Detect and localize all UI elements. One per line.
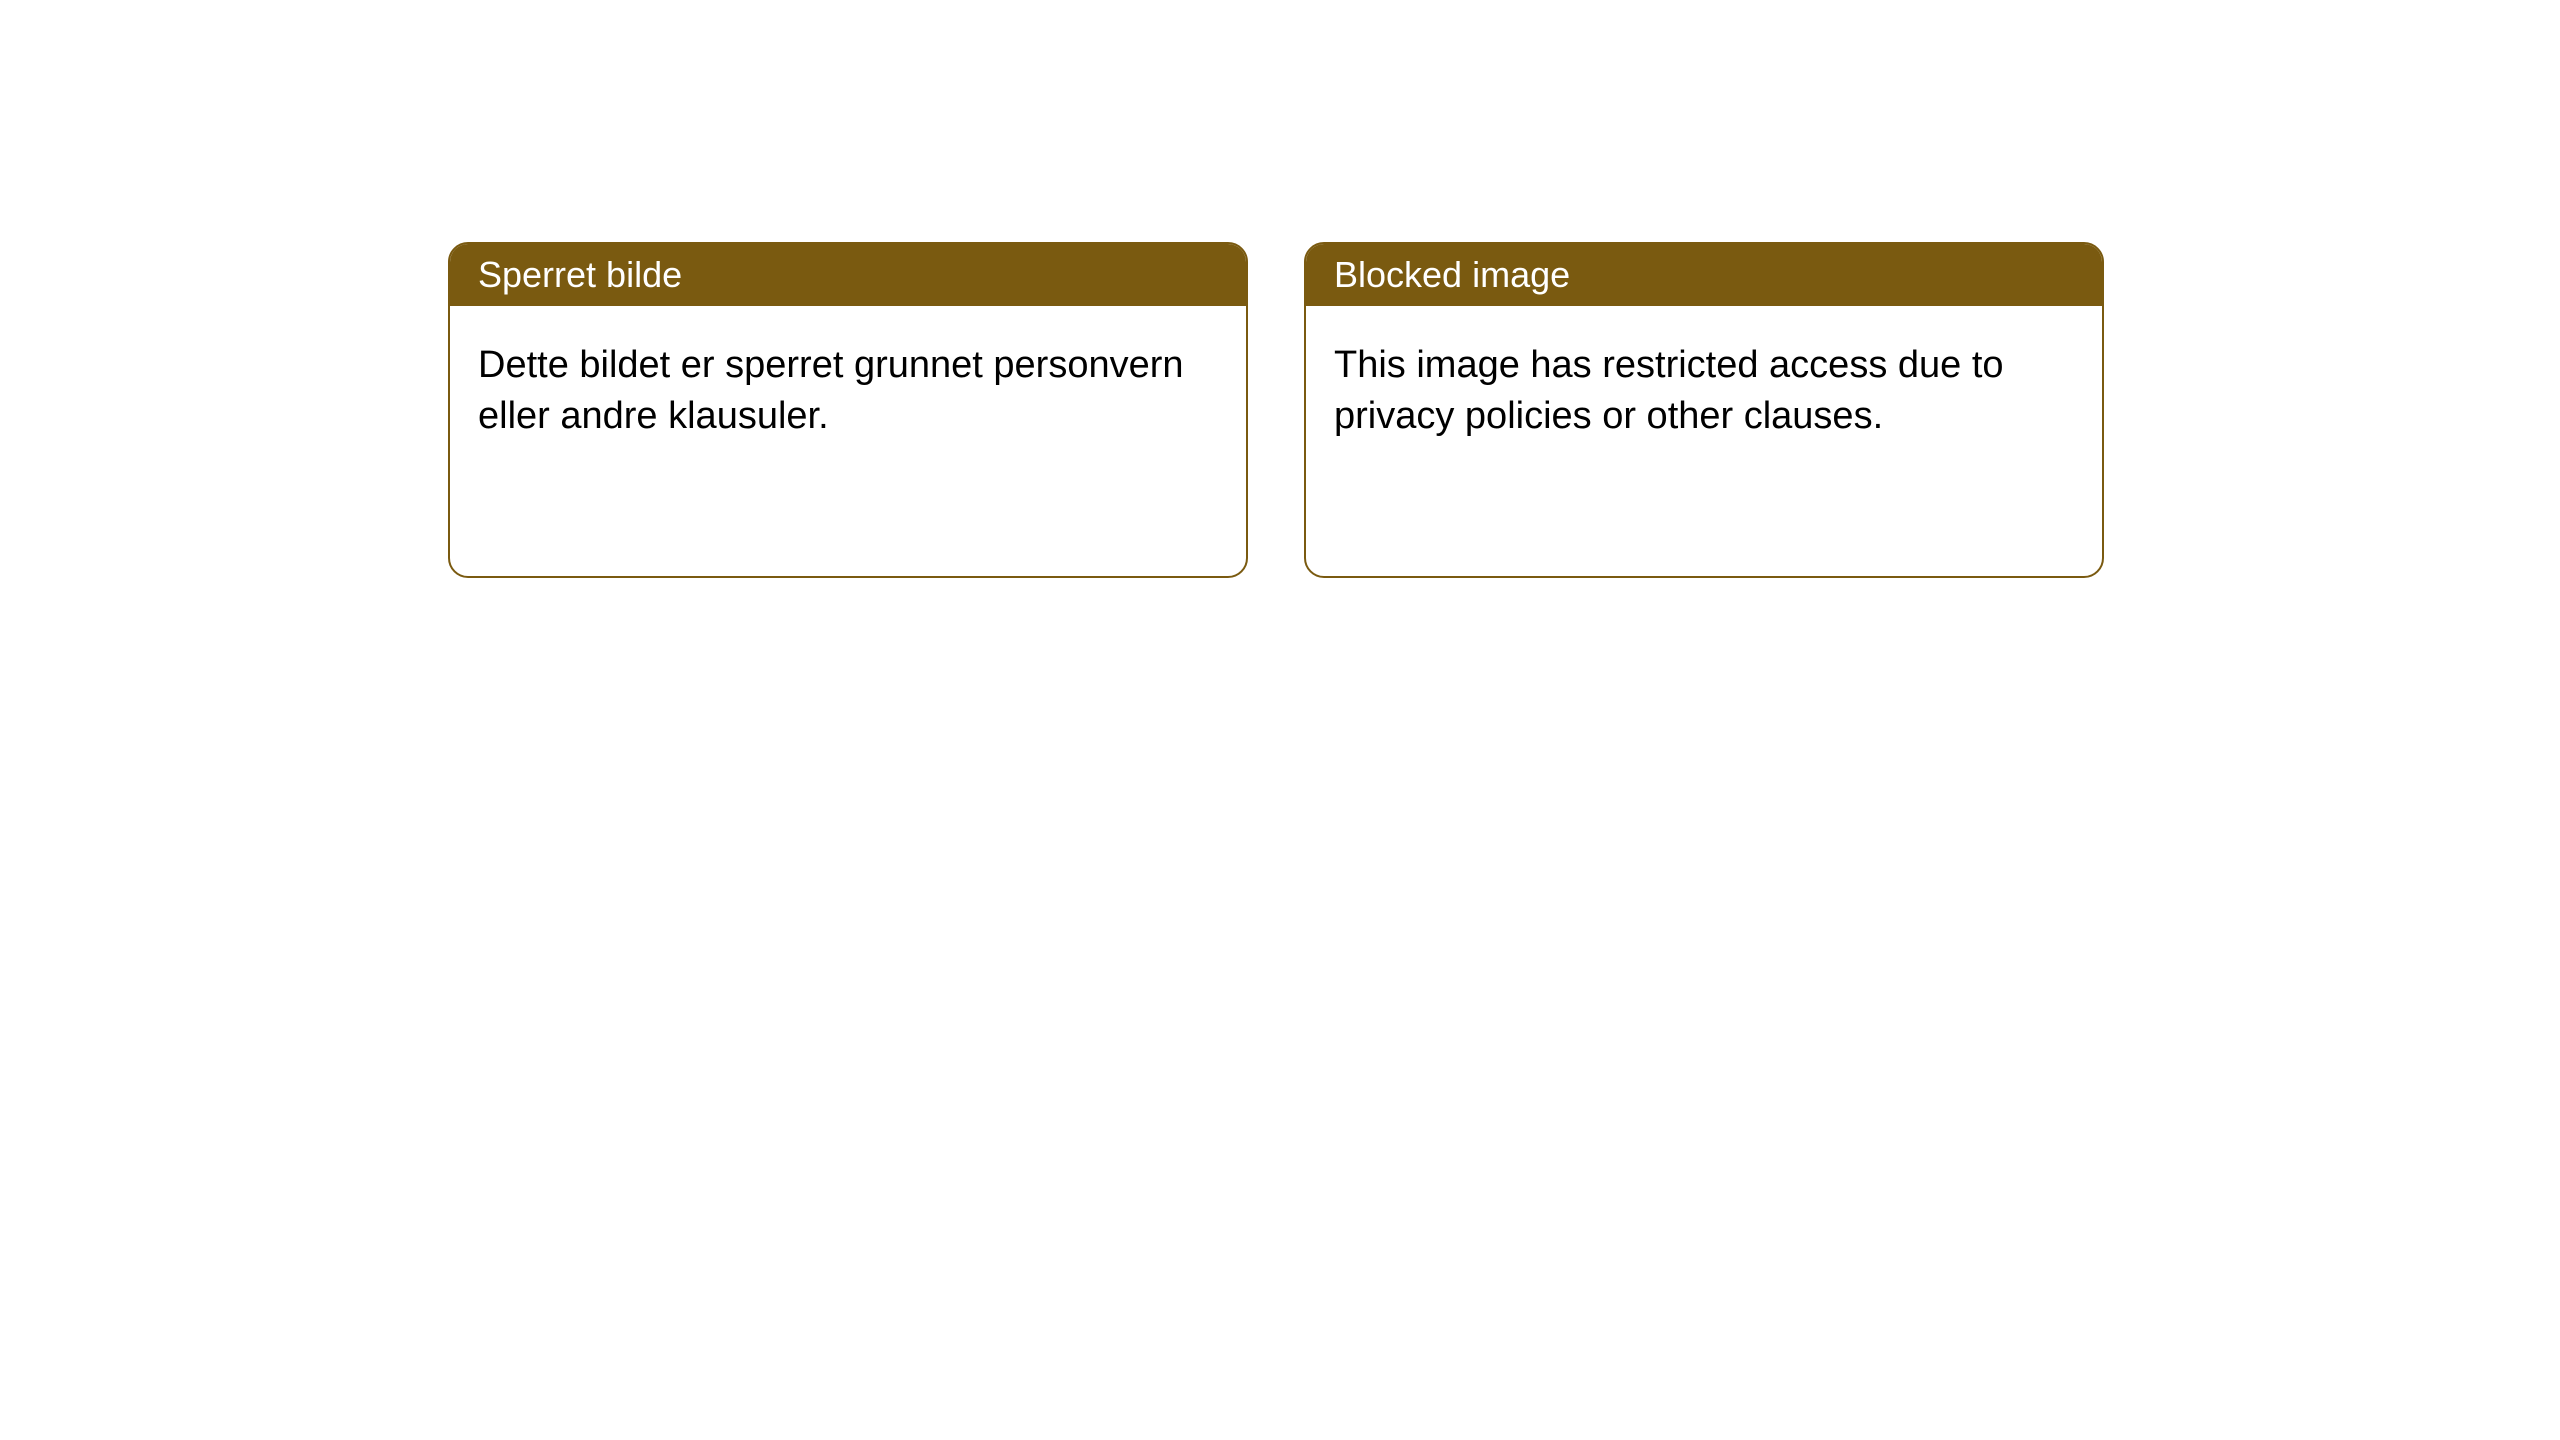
notice-cards-container: Sperret bilde Dette bildet er sperret gr…: [0, 0, 2560, 578]
notice-card-norwegian: Sperret bilde Dette bildet er sperret gr…: [448, 242, 1248, 578]
card-header: Blocked image: [1306, 244, 2102, 306]
notice-card-english: Blocked image This image has restricted …: [1304, 242, 2104, 578]
card-header: Sperret bilde: [450, 244, 1246, 306]
card-body: Dette bildet er sperret grunnet personve…: [450, 306, 1246, 477]
card-body: This image has restricted access due to …: [1306, 306, 2102, 477]
